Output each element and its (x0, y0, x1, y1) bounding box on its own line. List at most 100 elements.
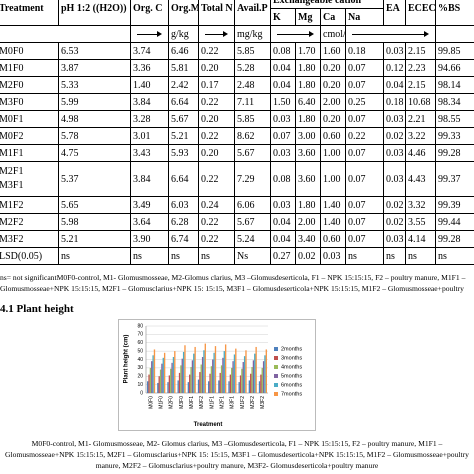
table-cell: 2.42 (168, 76, 199, 94)
bar (235, 348, 237, 393)
header-cell: Avail.P (234, 0, 271, 26)
bar (254, 353, 256, 393)
bar (200, 364, 202, 393)
bar (209, 373, 211, 393)
bar (161, 363, 163, 393)
table-cell: 3.64 (130, 213, 169, 231)
y-tick-label: 70 (137, 332, 143, 338)
bar (187, 382, 190, 393)
table-cell: 4.43 (405, 161, 436, 197)
legend-label: 7months (281, 391, 302, 397)
header-cell: EA (383, 0, 406, 26)
bar (153, 349, 156, 393)
table-cell: 99.28 (435, 230, 474, 248)
bar (151, 361, 153, 393)
table-row: M0F2 5.78 3.01 5.21 0.22 8.62 0.07 3.00 0.60 0.22… (0, 127, 474, 145)
x-tick-label: M0F2 (199, 396, 205, 409)
header-cell: %BS (435, 0, 474, 26)
table-cell: 0.02 (383, 196, 406, 214)
table-cell: 3.01 (130, 127, 169, 145)
table-cell: M0F1 (0, 110, 59, 128)
bar (214, 346, 217, 393)
table-cell: ns (383, 247, 406, 265)
table-cell: 0.08 (270, 161, 296, 197)
bar (224, 344, 227, 393)
table-cell: 0.08 (270, 42, 296, 60)
table-row: M3F2 5.21 3.90 6.74 0.22 5.24 0.04 3.40 0.60 0.07… (0, 230, 474, 248)
bar (264, 355, 266, 393)
table-cell: 1.40 (320, 196, 346, 214)
y-axis-title: Plant height (cm) (124, 335, 130, 384)
x-tick-label: M0F0 (148, 396, 154, 409)
bar (172, 356, 175, 393)
table-cell: 94.66 (435, 59, 474, 77)
table-cell: 5.85 (234, 110, 271, 128)
table-cell: M3F0 (0, 93, 59, 111)
table-cell: 0.07 (270, 127, 296, 145)
legend-label: 4months (281, 364, 302, 370)
table-cell: 0.04 (270, 76, 296, 94)
units-cell: g/kg (168, 25, 199, 43)
table-cell: 5.67 (234, 213, 271, 231)
table-cell: 0.03 (383, 230, 406, 248)
x-tick-label: M0F1 (189, 396, 195, 409)
bar (184, 345, 186, 393)
table-cell: 0.20 (320, 59, 346, 77)
table-cell: 1.40 (320, 213, 346, 231)
table-row: M2F0 5.33 1.40 2.42 0.17 2.48 0.04 1.80 0.20 0.07… (0, 76, 474, 94)
bar (181, 358, 183, 393)
table-cell: 0.18 (383, 93, 406, 111)
bar (260, 374, 262, 393)
arrow (273, 29, 318, 39)
legend-label: 5months (281, 373, 302, 379)
bar (149, 367, 152, 393)
table-cell: 0.18 (345, 42, 384, 60)
bar (238, 382, 240, 393)
table-cell: 0.22 (198, 42, 235, 60)
bar (262, 361, 265, 393)
units-cell (198, 25, 235, 43)
treatment-label: M2F1 M3F1 (0, 166, 24, 191)
bar (177, 380, 179, 393)
bar (248, 380, 251, 393)
bar (191, 360, 194, 393)
header-row: Treatment pH 1:2 ((H2O)) Org. C Org.M Total … (0, 0, 474, 26)
y-tick-label: 20 (137, 374, 143, 380)
table-cell: 3.60 (295, 161, 321, 197)
table-cell: 1.70 (295, 42, 321, 60)
table-cell: ns (405, 247, 436, 265)
table-cell: M1F1 (0, 144, 59, 162)
table-row: M1F1 4.75 3.43 5.93 0.20 5.67 0.03 3.60 1.00 0.07… (0, 144, 474, 162)
bar (213, 352, 215, 393)
table-cell: 0.03 (270, 196, 296, 214)
table-row: M0F0 6.53 3.74 6.46 0.22 5.85 0.08 1.70 1.60 0.18… (0, 42, 474, 60)
legend-swatch (274, 383, 278, 387)
table-cell: 0.03 (320, 247, 346, 265)
table-cell: 0.04 (270, 230, 296, 248)
table-cell: 3.90 (130, 230, 169, 248)
table-cell: 3.84 (130, 93, 169, 111)
table-cell: 2.23 (405, 59, 436, 77)
bar (219, 372, 221, 393)
table-cell: 6.74 (168, 230, 199, 248)
table-row: M2F2 5.98 3.64 6.28 0.22 5.67 0.04 2.00 1.40 0.07… (0, 213, 474, 231)
bar (229, 374, 232, 393)
y-tick-label: 60 (137, 340, 143, 346)
table-cell: 0.04 (383, 76, 406, 94)
bar (201, 356, 204, 393)
table-cell: 0.02 (295, 247, 321, 265)
table-cell: 0.02 (383, 127, 406, 145)
bar (233, 354, 236, 393)
table-cell: 5.93 (168, 144, 199, 162)
bar (232, 361, 234, 393)
table-cell: ns (435, 247, 474, 265)
bar (242, 362, 244, 393)
table-cell: M2F1 M3F1 (0, 161, 59, 197)
table-cell: 0.22 (198, 93, 235, 111)
units-cell (0, 25, 131, 43)
bar (228, 381, 230, 393)
bar (199, 372, 201, 393)
table-cell: ns (168, 247, 199, 265)
bar (194, 346, 196, 393)
subheader-row: K Mg Ca Na (0, 8, 474, 26)
